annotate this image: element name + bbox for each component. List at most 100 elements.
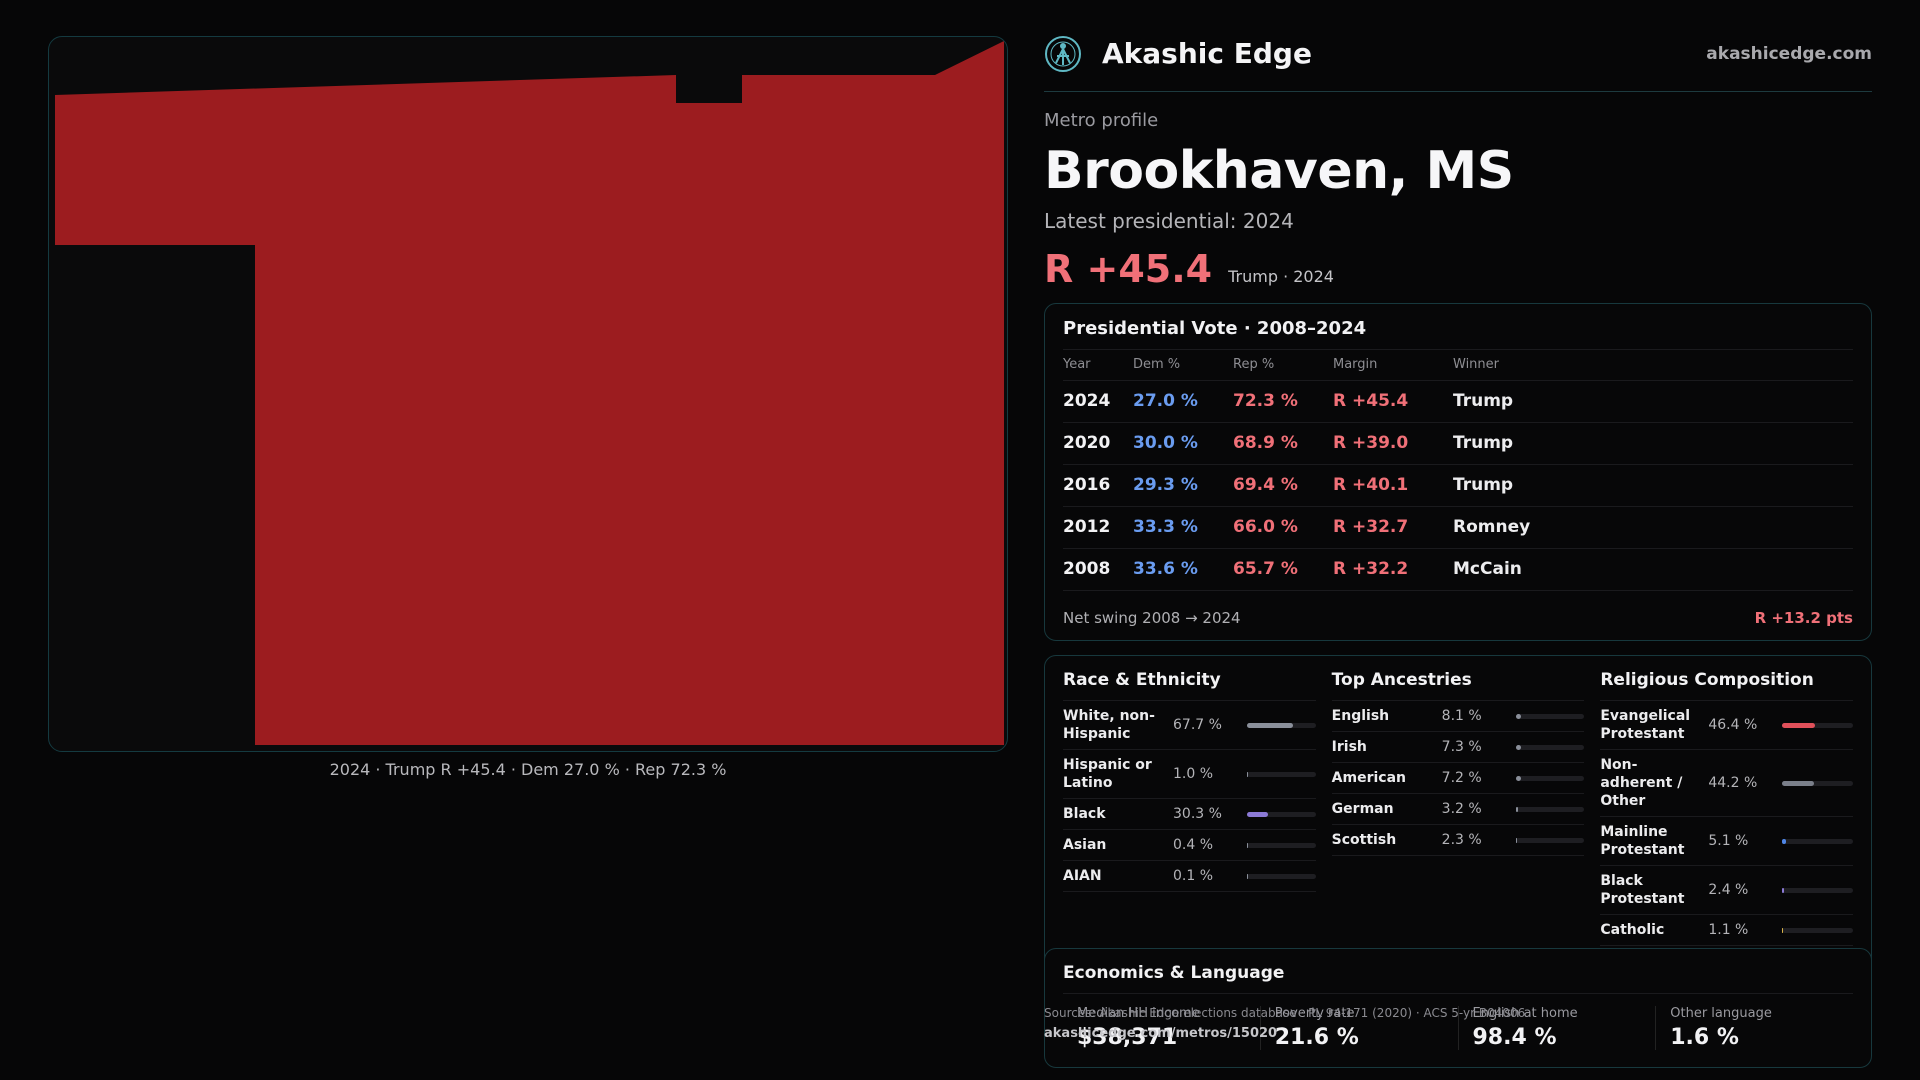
item-percent: 5.1 % [1708, 833, 1749, 849]
list-item: Black 30.3 % [1063, 799, 1316, 830]
cell-dem: 30.0 % [1133, 422, 1233, 465]
list-item: Catholic 1.1 % [1600, 915, 1854, 946]
item-label: Asian [1063, 837, 1107, 853]
net-swing: Net swing 2008 → 2024 R +13.2 pts [1063, 609, 1853, 627]
header: Akashic Edge akashicedge.com [1044, 35, 1872, 92]
cell-dem: 27.0 % [1133, 380, 1233, 423]
cell-margin: R +32.7 [1333, 506, 1453, 549]
item-bar [1782, 927, 1854, 933]
item-bar-fill [1247, 722, 1294, 728]
latest-label: Latest presidential: 2024 [1044, 209, 1294, 233]
item-percent: 8.1 % [1441, 708, 1482, 724]
header-winner: Winner [1453, 350, 1853, 381]
stat-label: Other language [1670, 1006, 1772, 1021]
cell-winner: Trump [1453, 464, 1853, 507]
item-bar [1247, 842, 1316, 848]
cell-dem: 33.3 % [1133, 506, 1233, 549]
cell-dem: 33.6 % [1133, 548, 1233, 591]
cell-rep: 69.4 % [1233, 464, 1333, 507]
list-item: AIAN 0.1 % [1063, 861, 1316, 892]
list-item: English 8.1 % [1331, 701, 1585, 732]
economics-title: Economics & Language [1063, 963, 1853, 994]
latest-margin: R +45.4 Trump · 2024 [1044, 247, 1872, 291]
item-bar-fill [1247, 811, 1268, 817]
list-item: Evangelical Protestant 46.4 % [1600, 701, 1854, 750]
cell-winner: Trump [1453, 422, 1853, 465]
list-item: American 7.2 % [1331, 763, 1585, 794]
stat-label: English at home [1472, 1006, 1578, 1021]
item-label: Black [1063, 806, 1106, 822]
item-percent: 2.3 % [1441, 832, 1482, 848]
cell-margin: R +45.4 [1333, 380, 1453, 423]
item-percent: 30.3 % [1173, 806, 1222, 822]
item-bar [1247, 873, 1316, 879]
cell-year: 2012 [1063, 506, 1133, 549]
swing-value: R +13.2 pts [1754, 608, 1853, 627]
cell-year: 2024 [1063, 380, 1133, 423]
map-panel[interactable] [48, 36, 1008, 752]
margin-value: R +45.4 [1044, 247, 1213, 291]
item-label: English [1331, 708, 1390, 724]
race-title: Race & Ethnicity [1063, 670, 1316, 701]
cell-winner: Trump [1453, 380, 1853, 423]
item-bar-fill [1782, 887, 1785, 893]
item-percent: 3.2 % [1441, 801, 1482, 817]
metro-map[interactable] [49, 37, 1008, 752]
item-label: Non-adherent / Other [1600, 757, 1683, 809]
item-label: Black Protestant [1600, 873, 1685, 907]
list-item: Mainline Protestant 5.1 % [1600, 817, 1854, 866]
item-bar [1782, 722, 1854, 728]
item-label: AIAN [1063, 868, 1102, 884]
item-bar-fill [1247, 771, 1248, 777]
sources-text: Sources: Akashic Edge elections database… [1044, 1006, 1526, 1020]
table-row: 2012 33.3 % 66.0 % R +32.7 Romney [1063, 506, 1853, 549]
item-bar [1247, 811, 1316, 817]
header-year: Year [1063, 350, 1133, 381]
list-item: Asian 0.4 % [1063, 830, 1316, 861]
site-link[interactable]: akashicedge.com [1706, 43, 1872, 64]
table-row: 2016 29.3 % 69.4 % R +40.1 Trump [1063, 464, 1853, 507]
item-percent: 44.2 % [1708, 775, 1758, 791]
header-dem: Dem % [1133, 350, 1233, 381]
item-bar [1247, 722, 1316, 728]
eyebrow: Metro profile [1044, 110, 1159, 131]
ancestry-column: Top Ancestries English 8.1 % Irish 7.3 % Ame… [1331, 670, 1601, 958]
stat-item: Median HH income $38,371 [1063, 1006, 1260, 1050]
item-label: Hispanic or Latino [1063, 757, 1152, 791]
cell-margin: R +32.2 [1333, 548, 1453, 591]
map-caption: 2024 · Trump R +45.4 · Dem 27.0 % · Rep … [329, 760, 727, 779]
item-percent: 0.1 % [1173, 868, 1214, 884]
item-bar-fill [1515, 775, 1521, 781]
stat-label: Poverty rate [1274, 1006, 1355, 1021]
item-bar-fill [1782, 927, 1784, 933]
cell-rep: 65.7 % [1233, 548, 1333, 591]
item-label: Evangelical Protestant [1600, 708, 1691, 742]
cell-year: 2016 [1063, 464, 1133, 507]
stat-item: Other language 1.6 % [1655, 1006, 1853, 1050]
economics-stats: Median HH income $38,371 Poverty rate 21… [1063, 1006, 1853, 1050]
cell-year: 2020 [1063, 422, 1133, 465]
item-bar [1782, 838, 1854, 844]
item-bar-fill [1782, 780, 1814, 786]
item-label: Mainline Protestant [1600, 824, 1685, 858]
header-rep: Rep % [1233, 350, 1333, 381]
stat-item: English at home 98.4 % [1457, 1006, 1656, 1050]
item-percent: 67.7 % [1173, 717, 1222, 733]
item-bar [1515, 744, 1585, 750]
stat-value: 98.4 % [1472, 1025, 1557, 1050]
item-percent: 7.3 % [1441, 739, 1482, 755]
item-bar [1515, 806, 1585, 812]
metro-shape[interactable] [55, 41, 1004, 745]
presidential-card: Presidential Vote · 2008–2024 Year Dem %… [1044, 303, 1872, 641]
stat-label: Median HH income [1077, 1006, 1200, 1021]
item-percent: 7.2 % [1441, 770, 1482, 786]
item-label: Scottish [1331, 832, 1397, 848]
table-header: Year Dem % Rep % Margin Winner [1063, 350, 1853, 381]
list-item: Black Protestant 2.4 % [1600, 866, 1854, 915]
list-item: White, non-Hispanic 67.7 % [1063, 701, 1316, 750]
cell-rep: 68.9 % [1233, 422, 1333, 465]
cell-dem: 29.3 % [1133, 464, 1233, 507]
item-label: American [1331, 770, 1407, 786]
item-label: Catholic [1600, 922, 1665, 938]
source-url[interactable]: akashicedge.com/metros/15020 [1044, 1026, 1278, 1041]
